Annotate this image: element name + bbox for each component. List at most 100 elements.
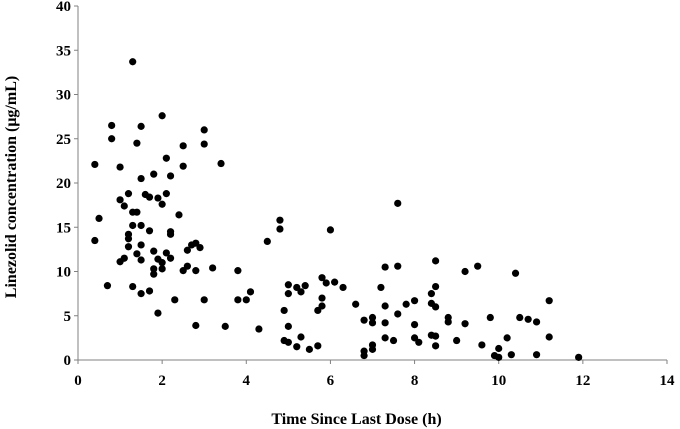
data-point: [511, 269, 520, 277]
y-tick-label: 40: [56, 0, 71, 15]
data-point: [331, 278, 339, 286]
data-point: [108, 121, 116, 130]
data-point: [360, 316, 368, 324]
data-point: [461, 320, 469, 328]
data-point: [360, 351, 368, 360]
data-point: [575, 353, 583, 361]
data-point: [234, 267, 242, 275]
data-point: [124, 235, 133, 243]
data-point: [503, 334, 511, 342]
data-point: [461, 267, 469, 276]
data-point: [381, 319, 389, 327]
data-point: [524, 315, 532, 323]
data-point: [474, 262, 482, 270]
data-point: [145, 193, 154, 201]
data-point: [103, 282, 112, 290]
data-point: [263, 237, 271, 246]
x-tick-label: 8: [411, 373, 419, 389]
data-point: [133, 139, 141, 147]
data-point: [133, 208, 141, 216]
data-point: [394, 310, 402, 318]
data-point: [318, 294, 326, 302]
data-point: [200, 140, 208, 148]
data-point: [221, 322, 229, 330]
y-tick-label: 30: [56, 88, 71, 104]
data-point: [137, 174, 145, 183]
data-point: [183, 262, 191, 270]
y-tick-label: 35: [56, 43, 71, 59]
data-point: [154, 309, 162, 317]
data-point: [192, 321, 200, 330]
data-point: [381, 334, 389, 342]
data-point: [183, 246, 191, 254]
data-point: [137, 122, 145, 130]
data-point: [145, 227, 154, 235]
x-tick-label: 2: [158, 373, 166, 389]
data-point: [137, 241, 145, 249]
data-point: [162, 249, 170, 257]
data-point: [171, 296, 179, 304]
data-point: [150, 265, 158, 273]
data-point: [432, 332, 440, 340]
data-point: [120, 202, 128, 210]
data-point: [276, 225, 284, 233]
data-point: [166, 254, 175, 262]
x-axis-ticks: 0 2 4 6 8 10 12 14: [74, 360, 675, 389]
data-point: [91, 236, 99, 245]
data-point: [389, 336, 398, 345]
data-point: [95, 214, 103, 222]
data-point: [305, 345, 313, 353]
data-point: [133, 250, 141, 258]
data-point: [91, 160, 99, 169]
data-point: [545, 297, 553, 305]
y-tick-label: 20: [56, 176, 71, 192]
data-point: [129, 282, 137, 291]
data-point: [150, 247, 158, 255]
x-axis-title: Time Since Last Dose (h): [271, 411, 441, 428]
data-point: [318, 302, 326, 310]
y-axis-title: Linezolid concentration (μg/mL): [3, 76, 20, 298]
data-point: [242, 296, 250, 304]
data-point: [381, 302, 389, 310]
y-tick-label: 15: [56, 220, 71, 236]
data-point: [478, 341, 486, 349]
data-point: [192, 267, 200, 275]
data-point: [246, 288, 255, 296]
data-point: [137, 256, 145, 264]
data-point: [179, 142, 187, 150]
data-point: [381, 263, 389, 271]
data-point: [297, 333, 305, 341]
data-point: [284, 338, 292, 346]
data-point: [116, 163, 124, 171]
data-point: [234, 296, 242, 304]
data-point: [368, 319, 377, 327]
data-point: [209, 264, 217, 272]
data-point: [284, 281, 292, 289]
data-point: [432, 282, 440, 291]
y-tick-label: 5: [64, 309, 72, 325]
data-point: [108, 135, 116, 143]
data-point: [368, 345, 377, 353]
data-point: [175, 211, 183, 219]
data-point: [495, 344, 503, 353]
data-point: [293, 343, 301, 351]
data-point: [284, 290, 292, 298]
data-point: [394, 199, 402, 207]
data-point: [318, 274, 326, 282]
data-point: [415, 338, 423, 346]
x-tick-label: 10: [491, 373, 506, 389]
data-point: [162, 190, 170, 198]
data-point: [158, 200, 166, 208]
data-point: [301, 282, 309, 290]
data-point: [377, 283, 385, 292]
data-point: [166, 230, 175, 238]
data-point: [196, 244, 204, 252]
data-point: [516, 313, 524, 322]
x-tick-label: 12: [575, 373, 590, 389]
data-point: [322, 279, 330, 287]
data-point: [284, 322, 292, 330]
data-point: [352, 300, 360, 308]
data-point: [200, 296, 208, 304]
data-point: [158, 259, 166, 267]
data-point: [427, 290, 435, 298]
